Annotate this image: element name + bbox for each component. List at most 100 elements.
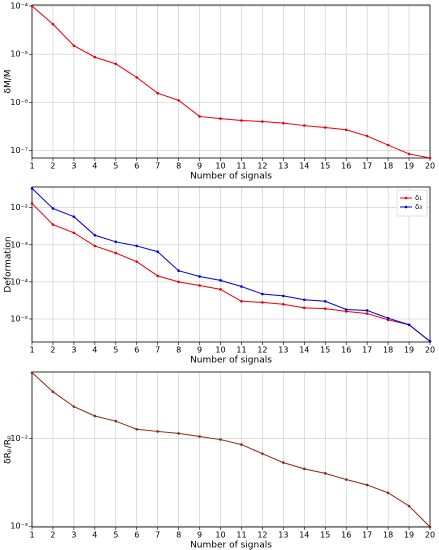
series-line xyxy=(31,188,431,342)
x-tick-label: 18 xyxy=(383,346,393,355)
point xyxy=(114,240,118,244)
legend-label: δ₁ xyxy=(415,194,422,202)
point xyxy=(156,91,159,95)
x-tick-label: 2 xyxy=(50,162,55,171)
point xyxy=(365,483,369,487)
x-tick-label: 4 xyxy=(92,162,97,171)
point xyxy=(386,491,390,495)
x-tick-label: 17 xyxy=(362,162,372,171)
point xyxy=(156,274,159,278)
x-tick-label: 8 xyxy=(176,346,181,355)
point xyxy=(219,438,222,441)
legend-marker xyxy=(404,205,408,209)
point xyxy=(51,223,55,226)
point xyxy=(323,307,327,310)
x-tick-label: 13 xyxy=(278,162,288,171)
point xyxy=(282,302,285,306)
legend-label: δ₃ xyxy=(415,203,422,211)
x-tick-label: 6 xyxy=(134,346,139,355)
point xyxy=(219,288,222,291)
y-tick-label: 10⁻² xyxy=(10,203,28,212)
point xyxy=(344,128,348,132)
point xyxy=(407,323,411,327)
x-tick-label: 19 xyxy=(404,346,414,355)
x-tick-label: 1 xyxy=(29,346,34,355)
point xyxy=(51,207,55,210)
plot-frame xyxy=(31,4,431,159)
point xyxy=(386,143,390,147)
point xyxy=(51,390,55,394)
y-tick-label: 10⁻⁵ xyxy=(10,50,28,59)
point xyxy=(219,117,222,120)
series-line xyxy=(31,203,431,342)
point xyxy=(198,284,201,287)
x-tick-label: 4 xyxy=(92,531,97,540)
legend-box xyxy=(396,189,428,217)
point xyxy=(93,244,97,248)
y-tick-label: 10⁻⁵ xyxy=(10,314,28,323)
x-tick-label: 20 xyxy=(425,162,435,171)
x-tick-label: 19 xyxy=(404,531,414,540)
point xyxy=(72,231,76,235)
y-axis-label: δRₚ/Rₚ xyxy=(4,435,14,464)
point xyxy=(72,44,76,48)
x-tick-label: 19 xyxy=(404,162,414,171)
x-tick-label: 11 xyxy=(236,531,246,540)
point xyxy=(198,275,201,278)
x-tick-label: 8 xyxy=(176,531,181,540)
subplot: 1 2 3 4 5 6 7 8 9 10 11 12 13 14 15 16 17 18 19 2010⁻²10⁻³N… xyxy=(4,371,435,550)
point xyxy=(93,414,97,418)
legend-marker xyxy=(404,196,408,200)
point xyxy=(240,299,243,303)
subplot: 1 2 3 4 5 6 7 8 9 10 11 12 13 14 15 16 17 18 19 2010⁻²10⁻³1… xyxy=(4,186,435,366)
point xyxy=(135,244,139,248)
x-tick-label: 4 xyxy=(92,346,97,355)
point xyxy=(72,405,76,408)
point xyxy=(303,306,306,310)
point xyxy=(428,156,432,160)
x-tick-label: 14 xyxy=(299,162,309,171)
series-line xyxy=(31,5,431,159)
point xyxy=(282,121,285,125)
point xyxy=(240,119,243,122)
x-tick-label: 10 xyxy=(215,162,225,171)
point xyxy=(261,452,264,455)
point xyxy=(407,504,411,508)
x-tick-label: 13 xyxy=(278,531,288,540)
x-tick-label: 12 xyxy=(257,346,267,355)
x-tick-label: 9 xyxy=(197,346,202,355)
point xyxy=(365,309,369,312)
x-tick-label: 12 xyxy=(257,162,267,171)
point xyxy=(303,298,306,302)
point xyxy=(135,76,139,79)
y-tick-label: 10⁻⁴ xyxy=(10,2,28,11)
x-tick-label: 18 xyxy=(383,162,393,171)
point xyxy=(114,419,118,423)
x-axis-label: Number of signals xyxy=(190,541,272,550)
x-tick-label: 6 xyxy=(134,162,139,171)
x-tick-label: 16 xyxy=(341,162,351,171)
y-tick-label: 10⁻⁷ xyxy=(10,146,28,155)
x-tick-label: 8 xyxy=(176,162,181,171)
x-tick-label: 18 xyxy=(383,531,393,540)
point xyxy=(344,308,348,311)
point xyxy=(30,371,34,374)
point xyxy=(51,22,55,26)
x-tick-label: 7 xyxy=(155,346,160,355)
point xyxy=(282,461,285,464)
x-tick-label: 14 xyxy=(299,531,309,540)
x-tick-label: 1 xyxy=(29,531,34,540)
point xyxy=(365,134,369,138)
x-tick-label: 3 xyxy=(71,162,76,171)
plot-frame xyxy=(31,186,431,343)
x-tick-label: 3 xyxy=(71,531,76,540)
point xyxy=(93,55,97,59)
x-axis-label: Number of signals xyxy=(190,356,272,366)
x-tick-label: 2 xyxy=(50,346,55,355)
subplot: 1 2 3 4 5 6 7 8 9 10 11 12 13 14 15 16 17 18 19 2010⁻⁴10⁻⁵1… xyxy=(4,2,436,182)
point xyxy=(30,187,34,190)
point xyxy=(261,292,264,296)
x-tick-label: 1 xyxy=(29,162,34,171)
point xyxy=(428,525,432,529)
point xyxy=(114,62,118,66)
